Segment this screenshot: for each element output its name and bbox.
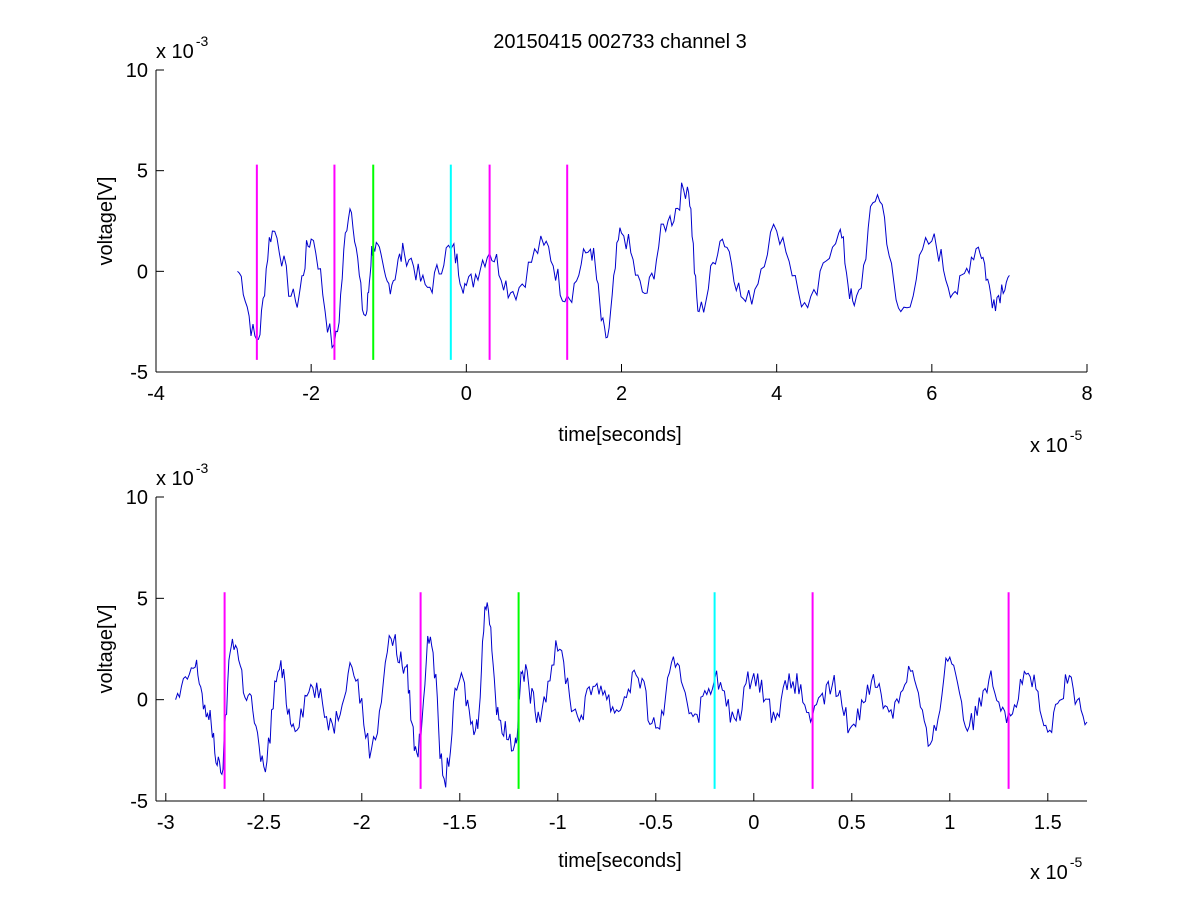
plot-top-data [237,164,1010,360]
plot-bottom-data [175,592,1088,789]
plot-bottom-y-multiplier: x 10 -3 [156,460,208,490]
plot-top-x-tick-label: -4 [147,383,165,405]
plot-top-xlabel: time[seconds] [558,424,681,446]
plot-top-x-tick-label: 8 [1081,383,1092,405]
plot-bottom: x 10 -3 x 10 -5 time[seconds] voltage[V] -… [95,460,1088,884]
plot-bottom-x-tick-label: 1.5 [1034,812,1062,834]
plot-bottom-y-tick-label: 5 [137,588,148,610]
plot-top-ticks: -4 -2 0 2 4 6 8 -5 0 5 10 [126,60,1093,405]
plot-bottom-x-tick-label: 0.5 [838,812,866,834]
plot-bottom-x-tick-label: -2.5 [247,812,281,834]
plot-top-ylabel: voltage[V] [95,177,117,266]
plot-bottom-x-tick-label: 1 [944,812,955,834]
plot-top-x-tick-label: -2 [302,383,320,405]
plot-bottom-x-tick-label: -1 [549,812,567,834]
plot-bottom-xlabel: time[seconds] [558,850,681,872]
plot-bottom-ylabel: voltage[V] [95,605,117,694]
plot-top-y-tick-label: 5 [137,161,148,183]
plot-top-signal-line [237,182,1010,350]
figure-title: 20150415 002733 channel 3 [493,31,747,53]
plot-bottom-signal-line [175,602,1088,788]
plot-bottom-axes [155,497,1087,802]
plot-top-x-multiplier: x 10 -5 [1030,427,1082,457]
plot-top-y-tick-label: -5 [130,362,148,384]
plot-top-y-multiplier: x 10 -3 [156,33,208,63]
plot-bottom-x-tick-label: 0 [748,812,759,834]
plot-bottom-x-tick-label: -2 [353,812,371,834]
plot-bottom-ticks: -3 -2.5 -2 -1.5 -1 -0.5 0 0.5 1 1.5 -5 0 5 10 [126,487,1062,834]
plot-bottom-x-multiplier: x 10 -5 [1030,854,1082,884]
plot-bottom-x-tick-label: -1.5 [443,812,477,834]
plot-top-x-tick-label: 4 [771,383,782,405]
plot-bottom-x-tick-label: -0.5 [639,812,673,834]
plot-top-y-tick-label: 0 [137,261,148,283]
plot-top-x-tick-label: 0 [461,383,472,405]
plot-top-x-tick-label: 2 [616,383,627,405]
plot-bottom-x-tick-label: -3 [157,812,175,834]
plot-top: x 10 -3 x 10 -5 time[seconds] voltage[V] -… [95,33,1093,457]
plot-top-y-tick-label: 10 [126,60,148,82]
plot-top-x-tick-label: 6 [926,383,937,405]
plot-bottom-y-tick-label: -5 [130,791,148,813]
plot-bottom-y-tick-label: 0 [137,690,148,712]
plot-bottom-y-tick-label: 10 [126,487,148,509]
